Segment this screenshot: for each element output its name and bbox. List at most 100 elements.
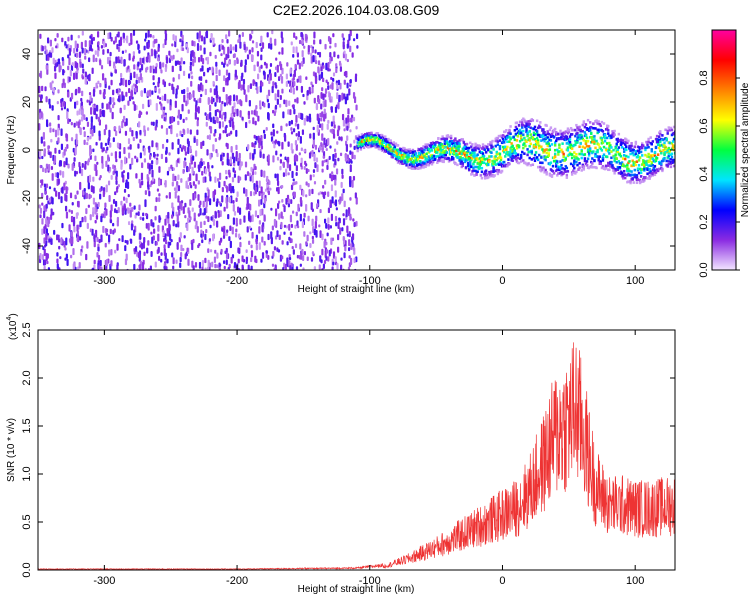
y-tick-label: 2.0 bbox=[21, 370, 33, 385]
spectrogram-cell bbox=[473, 153, 476, 157]
spectrogram-cell bbox=[212, 80, 215, 85]
spectrogram-cell bbox=[169, 241, 172, 246]
spectrogram-cell bbox=[327, 119, 330, 124]
spectrogram-cell bbox=[496, 140, 500, 143]
spectrogram-cell bbox=[508, 152, 511, 156]
spectrogram-cell bbox=[206, 149, 209, 156]
spectrogram-cell bbox=[177, 220, 180, 228]
spectrogram-cell bbox=[594, 153, 597, 156]
spectrogram-cell bbox=[410, 162, 414, 165]
spectrogram-cell bbox=[445, 151, 449, 154]
spectrogram-cell bbox=[53, 187, 56, 192]
spectrogram-cell bbox=[183, 160, 186, 169]
spectrogram-cell bbox=[463, 143, 467, 146]
spectrogram-cell bbox=[625, 154, 628, 158]
spectrogram-cell bbox=[112, 164, 115, 170]
spectrogram-cell bbox=[498, 144, 502, 148]
spectrogram-cell bbox=[69, 69, 72, 77]
spectrogram-cell bbox=[197, 56, 201, 63]
spectrogram-cell bbox=[381, 148, 385, 151]
spectrogram-cell bbox=[625, 148, 628, 151]
spectrogram-cell bbox=[153, 228, 156, 234]
spectrogram-cell bbox=[56, 258, 59, 264]
spectrogram-cell bbox=[332, 153, 335, 162]
spectrogram-cell bbox=[274, 66, 278, 71]
spectrogram-cell bbox=[555, 165, 558, 168]
spectrogram-cell bbox=[535, 130, 539, 133]
spectrogram-cell bbox=[239, 41, 242, 49]
spectrogram-cell bbox=[272, 250, 275, 257]
spectrogram-cell bbox=[494, 163, 497, 166]
spectrogram-cell bbox=[232, 204, 235, 212]
spectrogram-cell bbox=[165, 128, 169, 135]
spectrogram-cell bbox=[311, 238, 315, 244]
spectrogram-cell bbox=[235, 228, 238, 233]
spectrogram-cell bbox=[253, 148, 256, 155]
spectrogram-cell bbox=[403, 152, 406, 155]
spectrogram-cell bbox=[321, 123, 324, 131]
spectrogram-cell bbox=[312, 225, 315, 234]
spectrogram-cell bbox=[124, 239, 127, 244]
spectrogram-cell bbox=[325, 222, 328, 229]
spectrogram-cell bbox=[636, 167, 640, 171]
spectrogram-cell bbox=[428, 149, 432, 153]
spectrogram-cell bbox=[646, 177, 649, 180]
spectrogram-cell bbox=[669, 165, 673, 169]
spectrogram-cell bbox=[339, 152, 343, 157]
spectrogram-cell bbox=[193, 97, 196, 102]
spectrogram-cell bbox=[486, 157, 489, 161]
spectrogram-cell bbox=[355, 125, 358, 130]
spectrogram-cell bbox=[164, 93, 167, 101]
spectrogram-cell bbox=[298, 39, 302, 45]
spectrogram-cell bbox=[332, 33, 335, 38]
spectrogram-cell bbox=[174, 191, 177, 199]
spectrogram-cell bbox=[325, 256, 328, 261]
spectrogram-cell bbox=[110, 260, 113, 267]
spectrogram-cell bbox=[102, 190, 105, 198]
spectrogram-cell bbox=[62, 68, 65, 76]
spectrogram-cell bbox=[237, 258, 240, 264]
spectrogram-cell bbox=[669, 126, 673, 130]
spectrogram-cell bbox=[201, 84, 204, 92]
spectrogram-cell bbox=[78, 51, 81, 58]
spectrogram-cell bbox=[320, 92, 323, 99]
spectrogram-cell bbox=[566, 146, 570, 149]
spectrogram-cell bbox=[278, 234, 281, 241]
spectrogram-cell bbox=[411, 167, 415, 170]
spectrogram-cell bbox=[591, 157, 594, 160]
spectrogram-cell bbox=[67, 36, 70, 42]
spectrogram-cell bbox=[216, 198, 219, 204]
spectrogram-cell bbox=[569, 143, 573, 147]
spectrogram-cell bbox=[49, 82, 52, 88]
spectrogram-cell bbox=[145, 223, 148, 229]
spectrogram-cell bbox=[565, 137, 569, 141]
spectrogram-cell bbox=[245, 46, 249, 51]
spectrogram-cell bbox=[591, 162, 594, 165]
spectrogram-cell bbox=[261, 81, 264, 87]
spectrogram-cell bbox=[89, 228, 92, 233]
spectrogram-cell bbox=[332, 133, 336, 139]
spectrogram-cell bbox=[54, 172, 57, 178]
spectrogram-cell bbox=[147, 30, 150, 38]
spectrogram-cell bbox=[439, 146, 442, 149]
spectrogram-cell bbox=[552, 135, 556, 139]
spectrogram-cell bbox=[149, 33, 152, 38]
spectrogram-cell bbox=[525, 140, 528, 143]
spectrogram-cell bbox=[522, 159, 525, 162]
spectrogram-cell bbox=[192, 238, 195, 244]
spectrogram-cell bbox=[326, 232, 329, 237]
spectrogram-cell bbox=[81, 76, 85, 80]
spectrogram-cell bbox=[516, 153, 520, 157]
spectrogram-cell bbox=[311, 149, 314, 157]
spectrogram-cell bbox=[516, 134, 520, 138]
spectrogram-cell bbox=[133, 263, 136, 270]
spectrogram-cell bbox=[278, 51, 281, 55]
spectrogram-cell bbox=[618, 162, 622, 165]
spectrogram-cell bbox=[543, 139, 546, 143]
y-tick-label: 0.5 bbox=[21, 514, 33, 529]
spectrogram-cell bbox=[498, 147, 502, 151]
spectrogram-cell bbox=[120, 163, 123, 170]
spectrogram-cell bbox=[166, 170, 170, 176]
spectrogram-cell bbox=[56, 263, 59, 270]
spectrogram-cell bbox=[341, 227, 344, 232]
